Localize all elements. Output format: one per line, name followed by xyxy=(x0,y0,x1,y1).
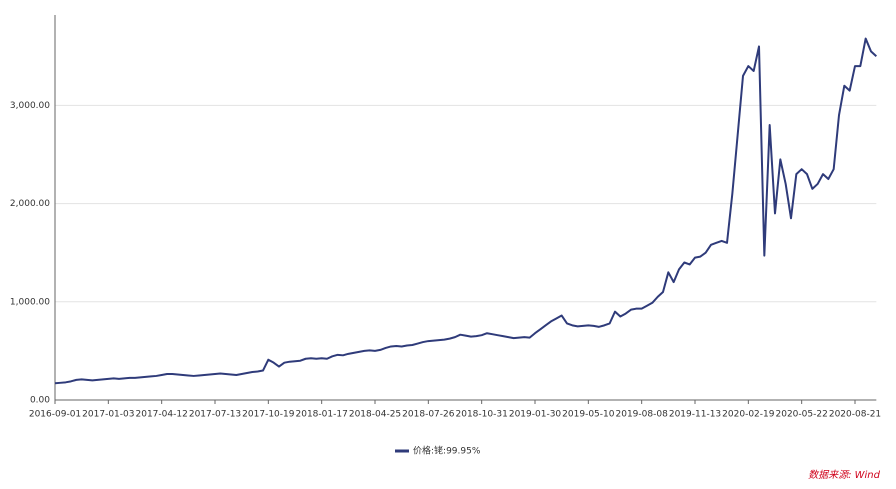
x-tick-label: 2019-05-10 xyxy=(562,410,615,420)
x-tick-label: 2019-11-13 xyxy=(669,410,721,420)
y-tick-label: 3,000.00 xyxy=(10,101,50,111)
x-tick-label: 2020-02-19 xyxy=(722,410,775,420)
y-tick-label: 1,000.00 xyxy=(10,297,50,307)
x-tick-label: 2018-04-25 xyxy=(349,410,401,420)
x-tick-label: 2020-05-22 xyxy=(776,410,828,420)
y-tick-label: 2,000.00 xyxy=(10,199,50,209)
x-tick-label: 2020-08-21 xyxy=(829,410,881,420)
x-tick-label: 2019-08-08 xyxy=(616,410,669,420)
x-tick-label: 2017-10-19 xyxy=(242,410,295,420)
source-note: 数据来源: Wind xyxy=(808,469,881,481)
price-line xyxy=(54,37,878,385)
x-tick-label: 2018-07-26 xyxy=(402,410,455,420)
x-tick-label: 2018-01-17 xyxy=(296,410,348,420)
x-tick-label: 2018-10-31 xyxy=(456,410,508,420)
x-tick-label: 2017-04-12 xyxy=(136,410,188,420)
x-tick-label: 2017-07-13 xyxy=(189,410,241,420)
y-tick-label: 0.00 xyxy=(30,396,50,406)
legend-label: 价格:铑:99.95% xyxy=(413,445,481,457)
x-tick-label: 2019-01-30 xyxy=(509,410,562,420)
x-tick-label: 2017-01-03 xyxy=(82,410,134,420)
x-tick-label: 2016-09-01 xyxy=(29,410,81,420)
